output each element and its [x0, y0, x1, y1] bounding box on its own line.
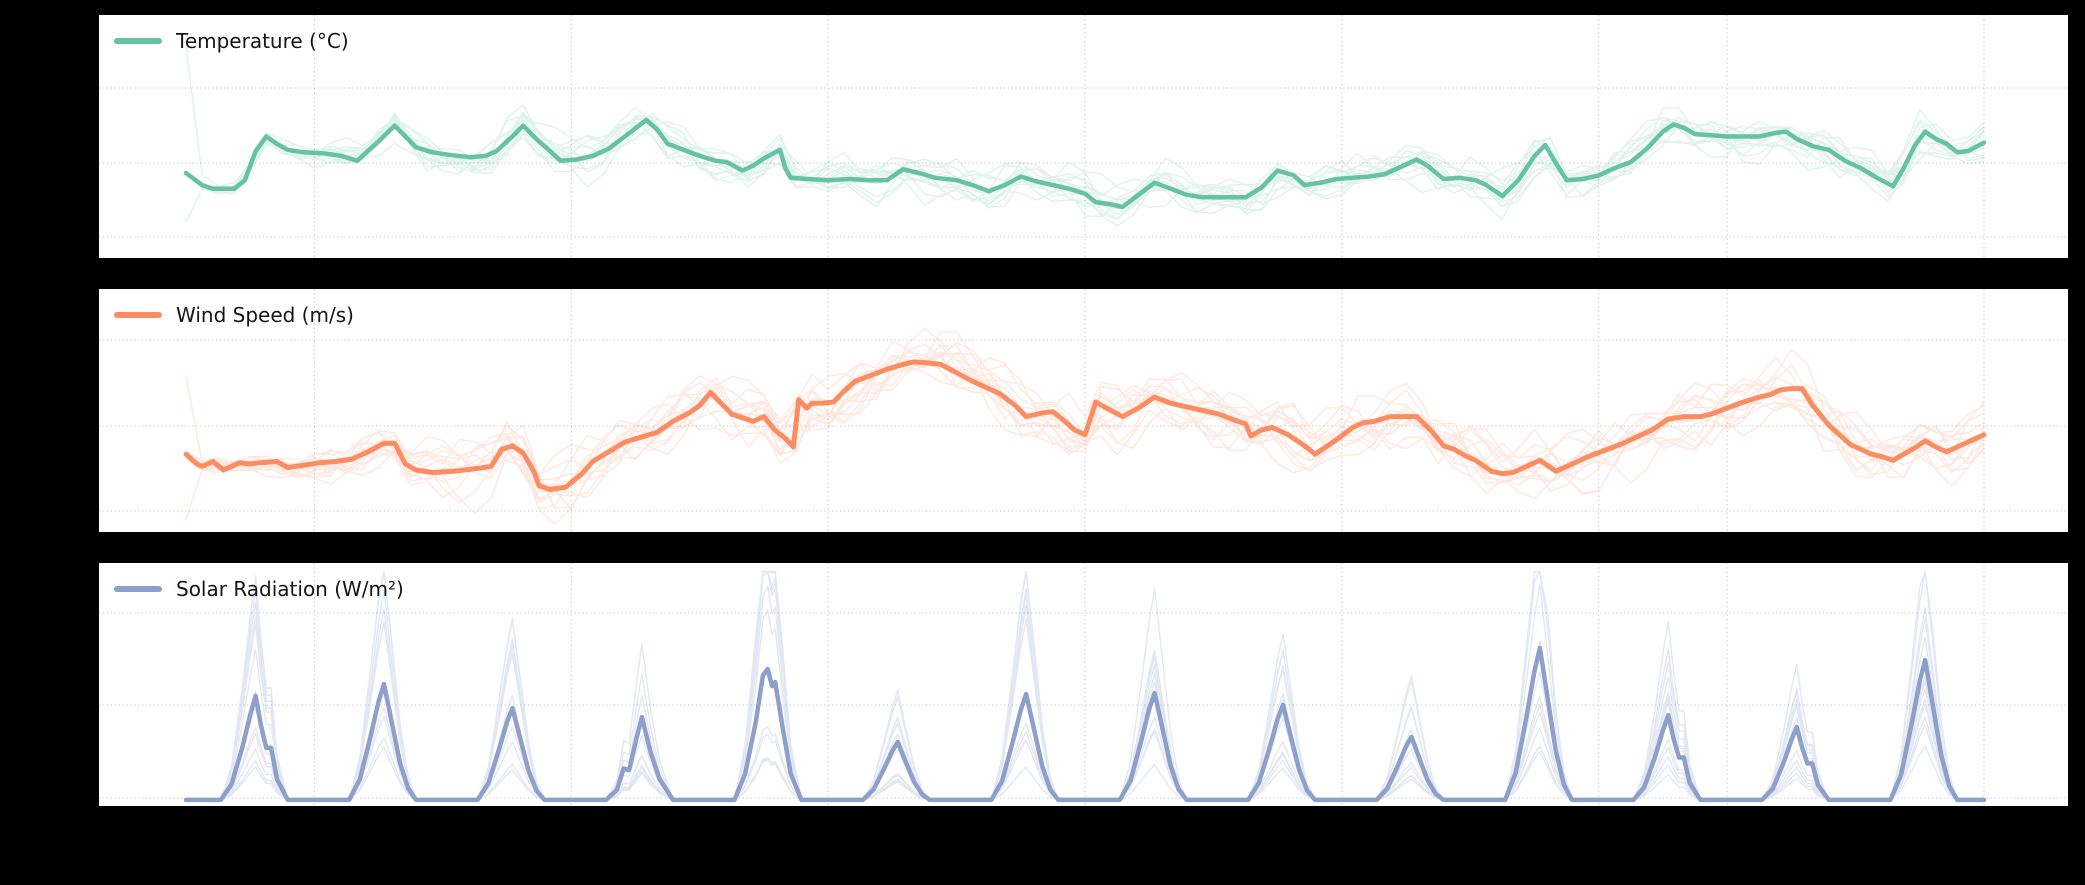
- panel-wind-speed: Wind Speed (m/s): [99, 289, 2068, 532]
- panel-temperature: Temperature (°C): [99, 15, 2068, 258]
- solar-radiation-plot: [99, 563, 2068, 806]
- temperature-plot: [99, 15, 2068, 258]
- panel-solar-radiation: Solar Radiation (W/m²): [99, 563, 2068, 806]
- wind-speed-plot: [99, 289, 2068, 532]
